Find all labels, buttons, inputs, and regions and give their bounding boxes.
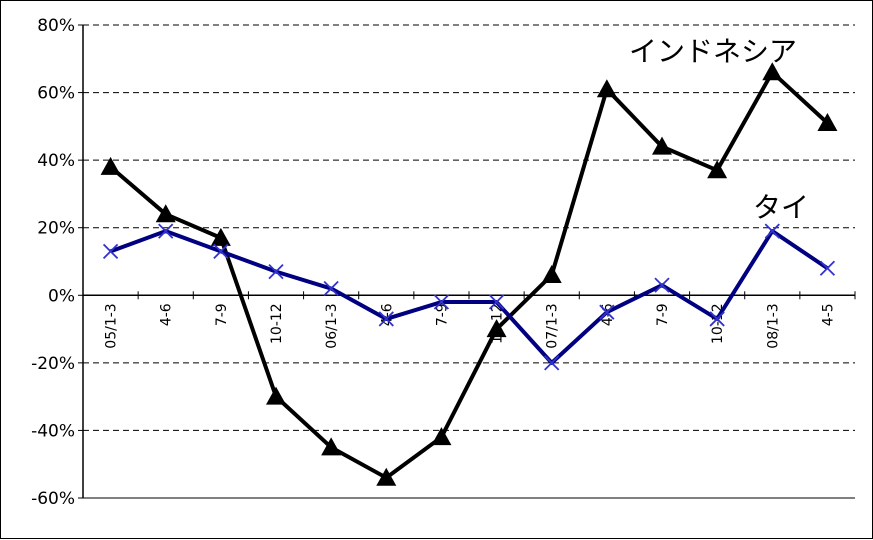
series-markers	[100, 62, 838, 486]
y-tick-label: 0%	[48, 286, 75, 306]
series-label-thai: タイ	[753, 191, 809, 224]
marker-x-stroke	[764, 223, 780, 239]
marker-thai-point	[709, 311, 725, 327]
marker-thai-point	[654, 277, 670, 293]
marker-indonesia-point	[376, 467, 397, 486]
x-tick-label: 4-6	[159, 303, 175, 326]
marker-indonesia-point	[707, 160, 728, 179]
marker-indonesia-point	[762, 62, 783, 81]
marker-x-stroke	[709, 311, 725, 327]
marker-indonesia-point	[321, 437, 342, 456]
x-tick-label: 05/1-3	[104, 303, 120, 348]
marker-indonesia-point	[817, 112, 838, 131]
marker-x-stroke	[158, 223, 174, 239]
y-tick-label: 20%	[37, 219, 75, 239]
marker-x-stroke	[544, 355, 560, 371]
marker-x-stroke	[323, 280, 339, 297]
marker-x-stroke	[378, 311, 394, 327]
marker-thai-point	[488, 294, 505, 310]
y-tick-label: -40%	[31, 421, 75, 441]
marker-indonesia-point	[652, 136, 672, 155]
marker-indonesia-point	[155, 204, 176, 223]
x-tick-label: 06/1-3	[324, 303, 340, 348]
marker-thai-point	[544, 355, 560, 371]
marker-indonesia-point	[431, 427, 452, 446]
marker-indonesia-point	[100, 156, 121, 175]
x-tick-label: 10-12	[269, 303, 285, 344]
y-tick-labels: 80% 60% 40% 20% 0% -20% -40% -60%	[31, 16, 75, 509]
marker-thai-point	[819, 260, 836, 276]
marker-indonesia-point	[266, 386, 286, 405]
x-tick-label: 4-6	[379, 303, 395, 326]
marker-thai-point	[764, 223, 780, 239]
y-tick-label: 60%	[37, 84, 75, 104]
marker-thai-point	[102, 243, 119, 260]
marker-x-stroke	[433, 294, 450, 310]
x-tick-label: 7-9	[434, 303, 450, 326]
marker-x-stroke	[268, 263, 284, 280]
gridlines	[83, 24, 855, 431]
y-tick-label: 80%	[37, 16, 75, 36]
y-tick-label: -60%	[31, 489, 75, 509]
marker-indonesia-point	[486, 319, 507, 338]
marker-thai-point	[599, 304, 615, 320]
marker-indonesia-point	[210, 227, 231, 246]
x-tick-labels: 05/1-34-67-910-1206/1-34-67-910-1207/1-3…	[104, 303, 837, 348]
marker-thai-point	[213, 243, 229, 260]
marker-x-stroke	[819, 260, 836, 276]
marker-x-stroke	[102, 243, 119, 260]
marker-thai-point	[323, 280, 339, 297]
marker-thai-point	[268, 263, 284, 280]
marker-x-stroke	[654, 277, 670, 293]
marker-indonesia-point	[541, 265, 562, 284]
series-line-indonesia	[109, 70, 829, 480]
marker-x-stroke	[599, 304, 615, 320]
x-tick-label: 07/1-3	[545, 303, 561, 348]
x-tick-label: 4-5	[820, 303, 836, 326]
axes	[78, 24, 856, 499]
series-lines	[109, 70, 829, 480]
series-line-thai	[109, 229, 829, 365]
x-tick-label: 7-9	[214, 303, 230, 326]
y-tick-label: -20%	[31, 354, 75, 374]
marker-indonesia-point	[596, 79, 617, 98]
marker-thai-point	[433, 294, 450, 310]
y-tick-label: 40%	[37, 151, 75, 171]
marker-x-stroke	[213, 243, 229, 260]
marker-x-stroke	[488, 294, 505, 310]
x-tick-label: 08/1-3	[765, 303, 781, 348]
marker-thai-point	[378, 311, 394, 327]
series-label-indonesia: インドネシア	[629, 35, 797, 68]
marker-thai-point	[158, 223, 174, 239]
x-tick-label: 7-9	[655, 303, 671, 326]
